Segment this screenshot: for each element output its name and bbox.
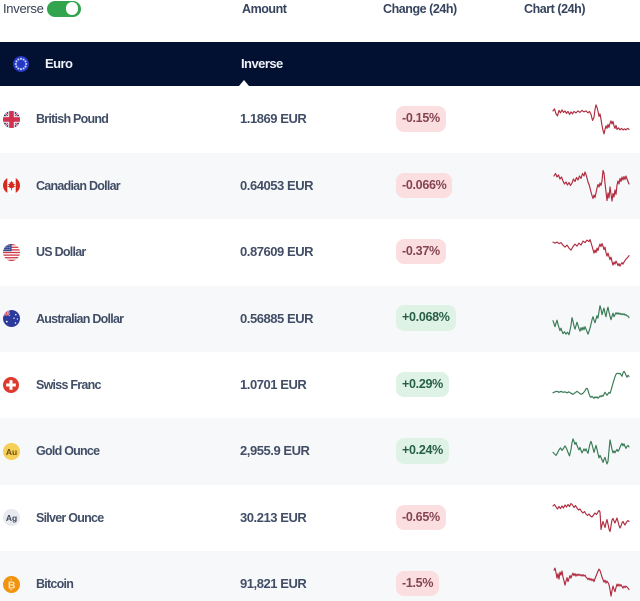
svg-text:Ag: Ag: [6, 513, 17, 523]
svg-text:Au: Au: [6, 447, 17, 457]
svg-text:B: B: [8, 579, 16, 591]
